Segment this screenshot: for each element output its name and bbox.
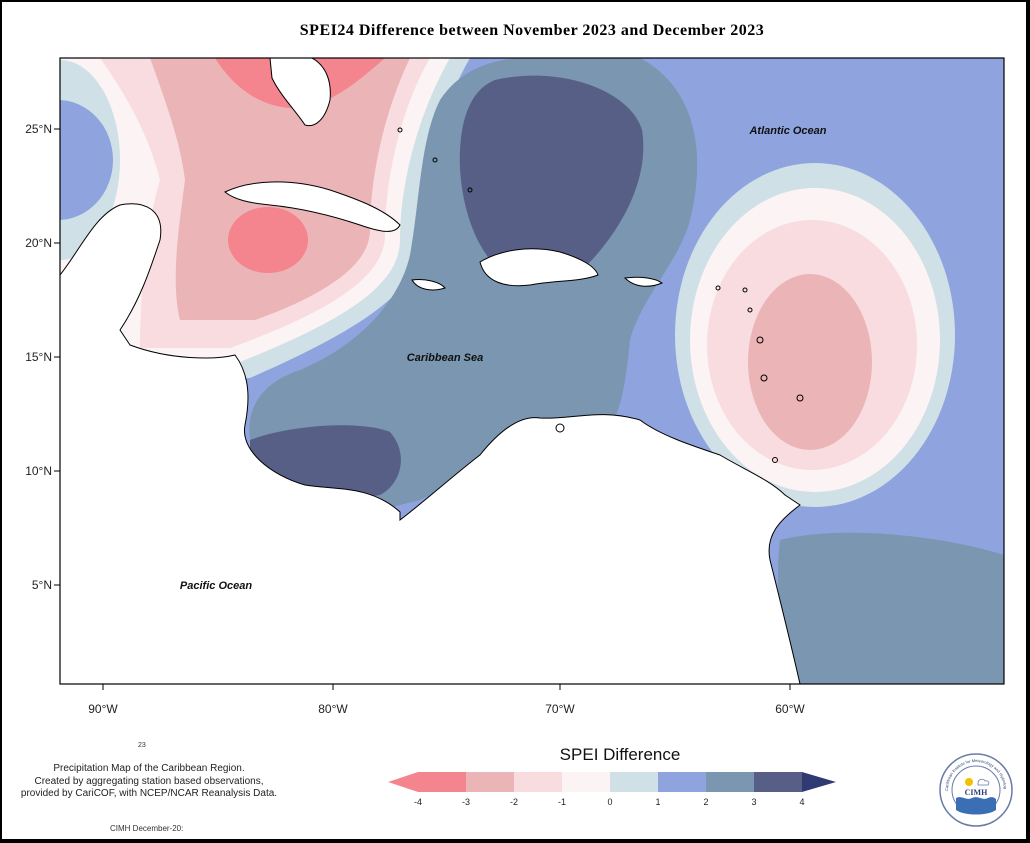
florida-peninsula [269, 58, 331, 127]
lat-tick-10: 10°N [25, 464, 52, 478]
footnote-line-2: Created by aggregating station based obs… [34, 775, 264, 787]
cimh-logo: CIMH Caribbean Institute for Meteorology… [938, 752, 1013, 827]
field-band-plus1-gulf-west [60, 100, 113, 220]
field-band-minus3-east [748, 274, 872, 450]
hispaniola-island [479, 248, 599, 287]
lat-tick-5: 5°N [32, 578, 52, 592]
legend-tick-label: 4 [799, 797, 804, 807]
legend-swatch [658, 772, 706, 792]
lon-tick-80: 80°W [318, 702, 348, 716]
legend-swatch [418, 772, 466, 792]
map-border [59, 57, 1005, 685]
sun-icon [965, 778, 973, 786]
puerto-rico-island [623, 276, 664, 287]
lon-tick-70: 70°W [545, 702, 575, 716]
legend-tick-label: -1 [558, 797, 566, 807]
legend-tick-label: 1 [655, 797, 660, 807]
legend-swatch [466, 772, 514, 792]
field-core-cuba-negative [228, 207, 308, 273]
legend-arrow-low [388, 772, 418, 792]
footnote-text: Precipitation Map of the Caribbean Regio… [8, 763, 290, 801]
logo-abbr: CIMH [965, 788, 988, 797]
legend-arrow-high [802, 772, 836, 792]
label-atlantic-ocean: Atlantic Ocean [748, 125, 826, 137]
lat-tick-20: 20°N [25, 236, 52, 250]
footnote-line-3: provided by CariCOF, with NCEP/NCAR Rean… [20, 788, 278, 799]
legend-swatch [562, 772, 610, 792]
footnote-credit: CIMH December-20: [110, 824, 184, 833]
legend-swatch [706, 772, 754, 792]
footnote-line-1: Precipitation Map of the Caribbean Regio… [53, 763, 245, 774]
lon-tick-60: 60°W [775, 702, 805, 716]
jamaica-island [411, 279, 446, 291]
legend-tick-label: -3 [462, 797, 470, 807]
cuba-island [224, 181, 401, 232]
cloud-icon [977, 778, 990, 786]
label-pacific-ocean: Pacific Ocean [180, 580, 252, 592]
lat-axis: 25°N 20°N 15°N 10°N 5°N [25, 122, 60, 592]
legend-tick-label: 0 [607, 797, 612, 807]
footnote-small-number: 23 [138, 742, 146, 749]
lat-tick-15: 15°N [25, 350, 52, 364]
legend-swatch [514, 772, 562, 792]
legend-colorbar: -4 -3 -2 -1 0 1 2 3 4 [388, 772, 836, 807]
label-caribbean-sea: Caribbean Sea [407, 352, 483, 364]
legend-swatch [610, 772, 658, 792]
central-south-america [60, 203, 801, 684]
legend-title: SPEI Difference [559, 745, 681, 764]
wave-icon [956, 797, 996, 815]
spei-difference-field [60, 58, 1004, 684]
land-masses [60, 58, 801, 684]
legend-swatch [754, 772, 802, 792]
lon-axis: 90°W 80°W 70°W 60°W [88, 684, 805, 716]
small-islands [397, 127, 804, 463]
map-title: SPEI24 Difference between November 2023 … [299, 22, 765, 39]
field-core-hispaniola-positive [459, 75, 644, 282]
legend-tick-label: -2 [510, 797, 518, 807]
lat-tick-25: 25°N [25, 122, 52, 136]
legend-tick-label: -4 [414, 797, 422, 807]
lon-tick-90: 90°W [88, 702, 118, 716]
legend-tick-label: 3 [751, 797, 756, 807]
legend-tick-label: 2 [703, 797, 708, 807]
field-band-plus2-guianas [778, 532, 1004, 684]
